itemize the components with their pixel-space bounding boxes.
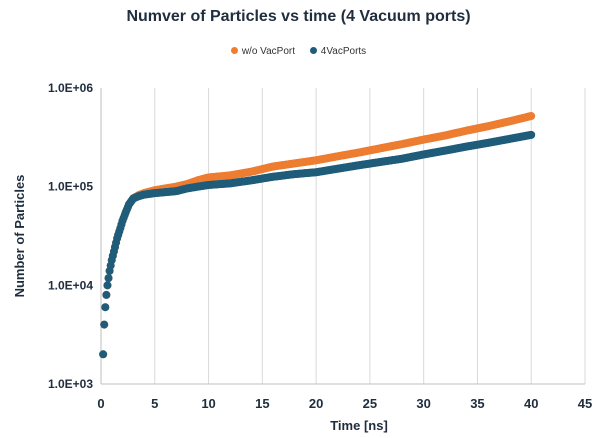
x-tick-label: 30 xyxy=(416,396,430,411)
x-tick-label: 20 xyxy=(309,396,323,411)
x-tick-label: 10 xyxy=(201,396,215,411)
x-tick-label: 0 xyxy=(97,396,104,411)
legend: w/o VacPort 4VacPorts xyxy=(0,46,597,57)
data-point xyxy=(103,281,112,290)
y-tick-label: 1.0E+04 xyxy=(48,278,93,292)
y-tick-label: 1.0E+06 xyxy=(48,81,93,95)
chart-title: Numver of Particles vs time (4 Vacuum po… xyxy=(126,8,471,25)
data-point xyxy=(100,320,109,329)
data-point xyxy=(527,112,536,121)
series-4vacports xyxy=(99,130,536,359)
legend-item-w-o-vacport: w/o VacPort xyxy=(230,46,295,57)
x-tick-label: 45 xyxy=(578,396,592,411)
legend-label: 4VacPorts xyxy=(320,46,367,57)
data-point xyxy=(104,274,113,283)
x-tick-label: 40 xyxy=(524,396,538,411)
y-tick-label: 1.0E+03 xyxy=(48,377,93,391)
legend-label: w/o VacPort xyxy=(241,46,295,57)
data-point xyxy=(527,130,536,139)
legend-item-4vacports: 4VacPorts xyxy=(309,46,367,57)
legend-marker-w-o-vacport xyxy=(230,47,238,54)
x-axis-title: Time [ns] xyxy=(330,418,388,433)
x-tick-label: 15 xyxy=(255,396,269,411)
y-axis-title: Number of Particles xyxy=(12,175,27,298)
x-tick-label: 5 xyxy=(151,396,158,411)
x-tick-label: 35 xyxy=(470,396,484,411)
data-point xyxy=(101,303,110,312)
data-point xyxy=(102,290,111,299)
x-tick-label: 25 xyxy=(363,396,377,411)
data-point xyxy=(99,350,108,359)
y-tick-label: 1.0E+05 xyxy=(48,180,93,194)
legend-marker-4vacports xyxy=(309,47,317,54)
